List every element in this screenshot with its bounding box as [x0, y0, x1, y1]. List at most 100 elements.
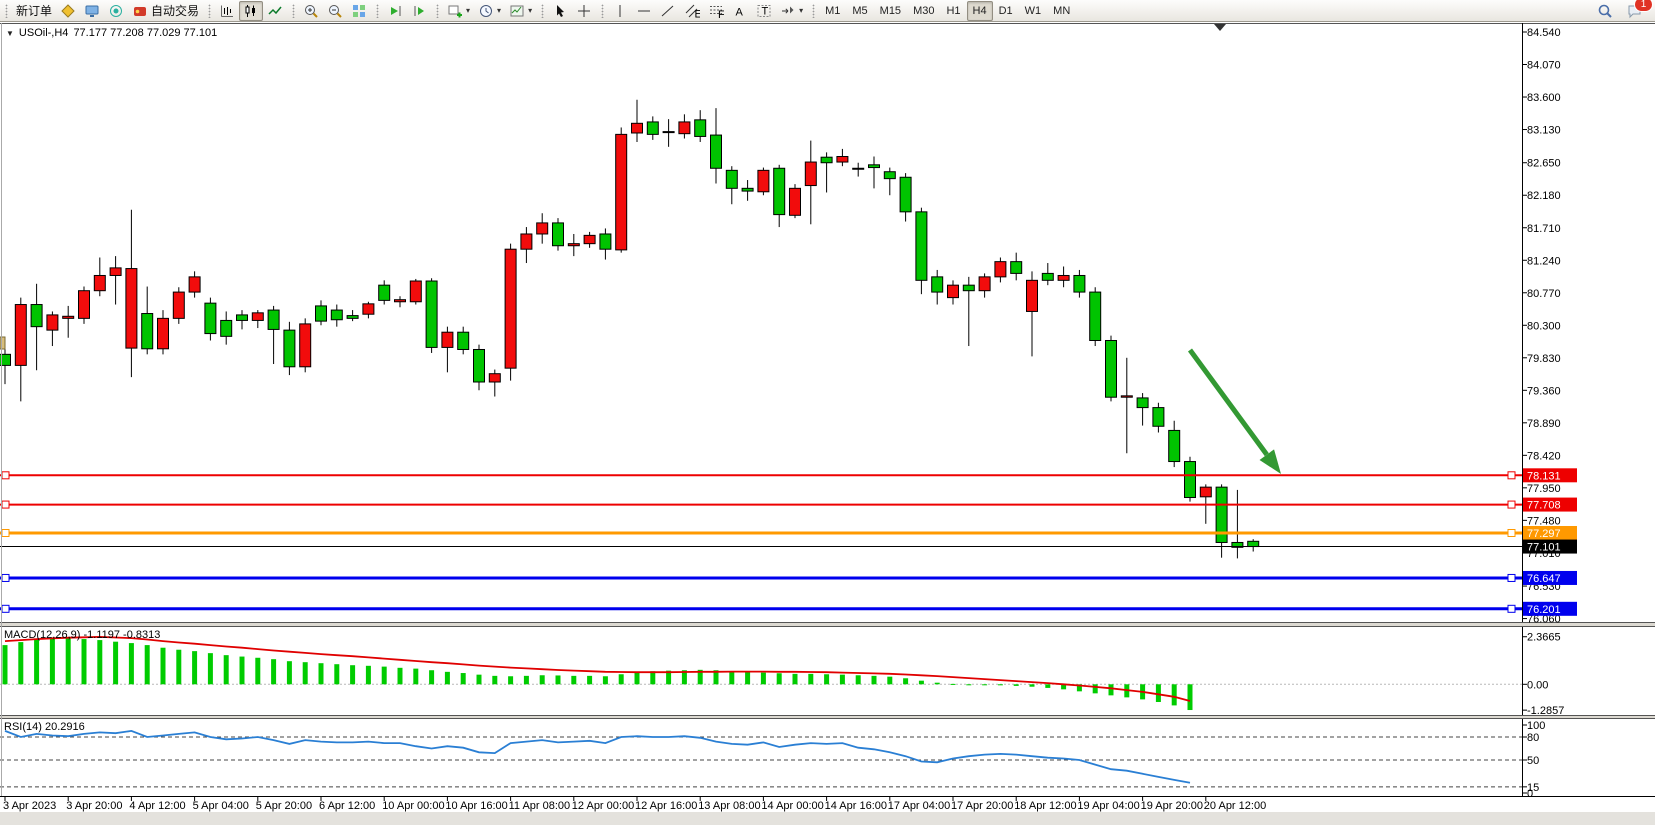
- line-chart-button[interactable]: [263, 1, 287, 21]
- horizontal-line-77.708[interactable]: [0, 500, 1522, 509]
- timeframe-m1-button[interactable]: M1: [825, 4, 841, 17]
- candle-28: [441, 331, 454, 348]
- rsi-pane[interactable]: [0, 729, 1522, 788]
- zoom-in-icon: [303, 3, 319, 19]
- channel-button[interactable]: E: [680, 1, 704, 21]
- zoom-in-button[interactable]: [299, 1, 323, 21]
- candle-39: [615, 133, 628, 251]
- horizontal-line-77.297[interactable]: [0, 528, 1522, 537]
- timeframe-m5-button[interactable]: M5: [852, 4, 868, 17]
- toolbar-group-grip[interactable]: [601, 3, 605, 18]
- toolbar-group-grip[interactable]: [812, 3, 816, 18]
- rsi-axis-label: 100: [1527, 720, 1545, 732]
- text-button[interactable]: A: [728, 1, 752, 21]
- chartshift-icon: [411, 3, 427, 19]
- horizontal-line-78.131[interactable]: [0, 471, 1522, 480]
- macd-pane[interactable]: [0, 635, 1522, 711]
- line-handle-left[interactable]: [1, 528, 10, 537]
- candle-73: [1152, 407, 1165, 427]
- line-handle-left[interactable]: [1, 573, 10, 582]
- search-icon: [1597, 3, 1613, 19]
- macd-bar: [760, 672, 766, 685]
- new-order-button[interactable]: 新订单: [12, 1, 56, 21]
- candle-61: [962, 284, 975, 292]
- time-axis-label: 5 Apr 04:00: [193, 800, 249, 812]
- candle-52: [820, 156, 833, 164]
- macd-bar: [413, 668, 419, 685]
- trendline-button[interactable]: [656, 1, 680, 21]
- timeframe-d1-button[interactable]: D1: [998, 4, 1013, 17]
- price-axis-label: 77.950: [1527, 483, 1561, 495]
- toolbar-group-grip[interactable]: [541, 3, 545, 18]
- periodicity-button-dropdown-icon[interactable]: ▾: [497, 5, 502, 15]
- terminal-button[interactable]: [80, 1, 104, 21]
- new-chart-button-dropdown-icon[interactable]: ▾: [466, 5, 471, 15]
- chart-shift-button[interactable]: [407, 1, 431, 21]
- toolbar-group-grip[interactable]: [208, 3, 212, 18]
- signals-button[interactable]: [104, 1, 128, 21]
- candlestick-chart-button[interactable]: [239, 0, 264, 21]
- main-price-pane[interactable]: [0, 99, 1522, 613]
- arrows-button-dropdown-icon[interactable]: ▾: [799, 5, 804, 15]
- tile-windows-button[interactable]: [347, 1, 371, 21]
- timeframe-m15-button[interactable]: M15: [879, 4, 902, 17]
- macd-bar: [523, 675, 529, 685]
- macd-axis[interactable]: 2.3665 0.00 -1.2857: [1522, 632, 1564, 717]
- timeframe-w1-button[interactable]: W1: [1024, 4, 1042, 17]
- line-handle-left[interactable]: [1, 604, 10, 613]
- horizontal-line-button[interactable]: [632, 1, 656, 21]
- bar-chart-button[interactable]: [215, 1, 239, 21]
- search-button[interactable]: [1593, 1, 1617, 21]
- price-axis[interactable]: 84.540 84.070 83.600 83.130 82.650 82.180 81.7…: [1522, 27, 1577, 626]
- line-handle-right[interactable]: [1507, 573, 1516, 582]
- auto-scroll-button[interactable]: [383, 1, 407, 21]
- timeframe-m30-button[interactable]: M30: [913, 4, 935, 17]
- templates-button-dropdown-icon[interactable]: ▾: [528, 5, 533, 15]
- toolbar-group-grip[interactable]: [436, 3, 440, 18]
- line-handle-right[interactable]: [1507, 471, 1516, 480]
- macd-bar: [1013, 684, 1019, 686]
- time-axis[interactable]: 3 Apr 2023 3 Apr 20:00 4 Apr 12:00 5 Apr 04…: [3, 796, 1266, 812]
- line-handle-right[interactable]: [1507, 500, 1516, 509]
- fibonacci-button[interactable]: F: [704, 1, 728, 21]
- chart-shift-marker-icon[interactable]: [1214, 24, 1226, 31]
- crosshair-button[interactable]: [572, 1, 596, 21]
- templates-button[interactable]: ▾: [505, 1, 536, 21]
- new-chart-button[interactable]: ▾: [443, 1, 474, 21]
- line-handle-right[interactable]: [1507, 604, 1516, 613]
- template-icon: [509, 3, 525, 19]
- timeframe-h4-button[interactable]: H4: [966, 0, 993, 21]
- line-handle-right[interactable]: [1507, 528, 1516, 537]
- notifications-button[interactable]: 1: [1623, 0, 1653, 21]
- svg-text:77.297: 77.297: [1527, 528, 1561, 540]
- candle-53: [836, 156, 849, 163]
- collapse-indicators-icon[interactable]: ▼: [6, 28, 14, 38]
- candle-36: [567, 243, 580, 247]
- pane-splitter[interactable]: [0, 715, 1655, 719]
- timeframe-mn-button[interactable]: MN: [1053, 4, 1071, 17]
- macd-bar: [460, 673, 466, 685]
- zoom-out-button[interactable]: [323, 1, 347, 21]
- timeframe-h1-button[interactable]: H1: [946, 4, 961, 17]
- toolbar-group-grip[interactable]: [5, 3, 8, 18]
- trend-arrow-annotation[interactable]: [1187, 348, 1281, 474]
- line-handle-left[interactable]: [1, 471, 10, 480]
- toolbar-group-grip[interactable]: [292, 3, 296, 18]
- toolbar-group-grip[interactable]: [376, 3, 380, 18]
- candle-21: [330, 309, 343, 321]
- line-handle-left[interactable]: [1, 500, 10, 509]
- vertical-line-button[interactable]: [608, 1, 632, 21]
- macd-bar: [128, 643, 134, 685]
- text-label-button[interactable]: T: [752, 1, 776, 21]
- autotrade-button[interactable]: 自动交易: [128, 1, 203, 21]
- gold-diamond-button[interactable]: [56, 1, 80, 21]
- arrows-button[interactable]: ▾: [776, 1, 807, 21]
- periodicity-button[interactable]: ▾: [474, 1, 505, 21]
- candle-66: [1041, 272, 1054, 281]
- macd-bar: [887, 676, 893, 685]
- cursor-button[interactable]: [548, 1, 572, 21]
- time-axis-label: 3 Apr 20:00: [66, 800, 122, 812]
- pane-splitter[interactable]: [0, 622, 1655, 627]
